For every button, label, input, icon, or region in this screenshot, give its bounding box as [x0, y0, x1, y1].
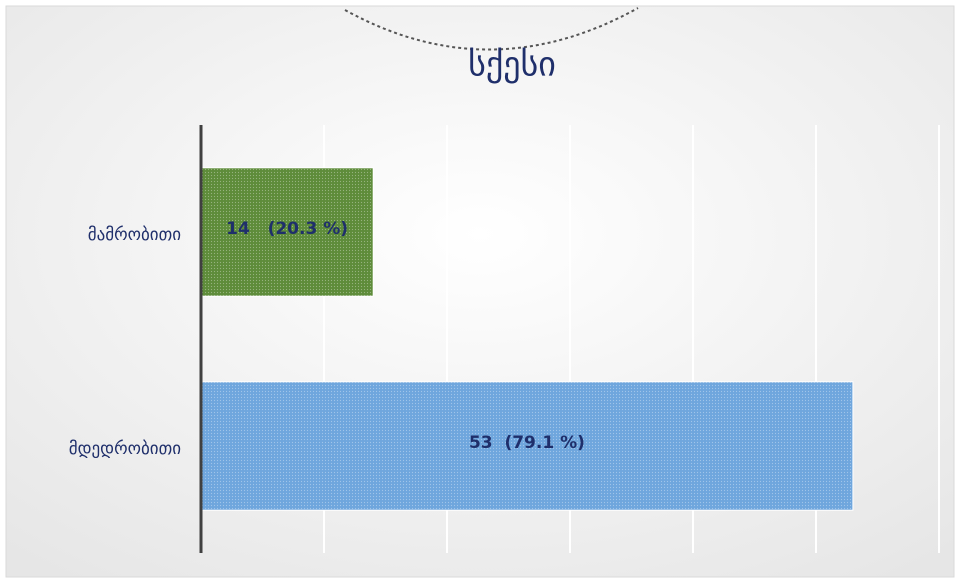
- bar-texture: [201, 381, 853, 511]
- y-tick-label: მამრობითი: [88, 225, 181, 245]
- decor-arc: [344, 7, 639, 51]
- chart-title: სქესი: [468, 45, 556, 85]
- y-tick-label: მდედრობითი: [69, 439, 181, 459]
- bar-texture: [201, 167, 374, 297]
- data-label: 53 (79.1 %): [469, 433, 585, 453]
- data-label: 14 (20.3 %): [226, 219, 348, 239]
